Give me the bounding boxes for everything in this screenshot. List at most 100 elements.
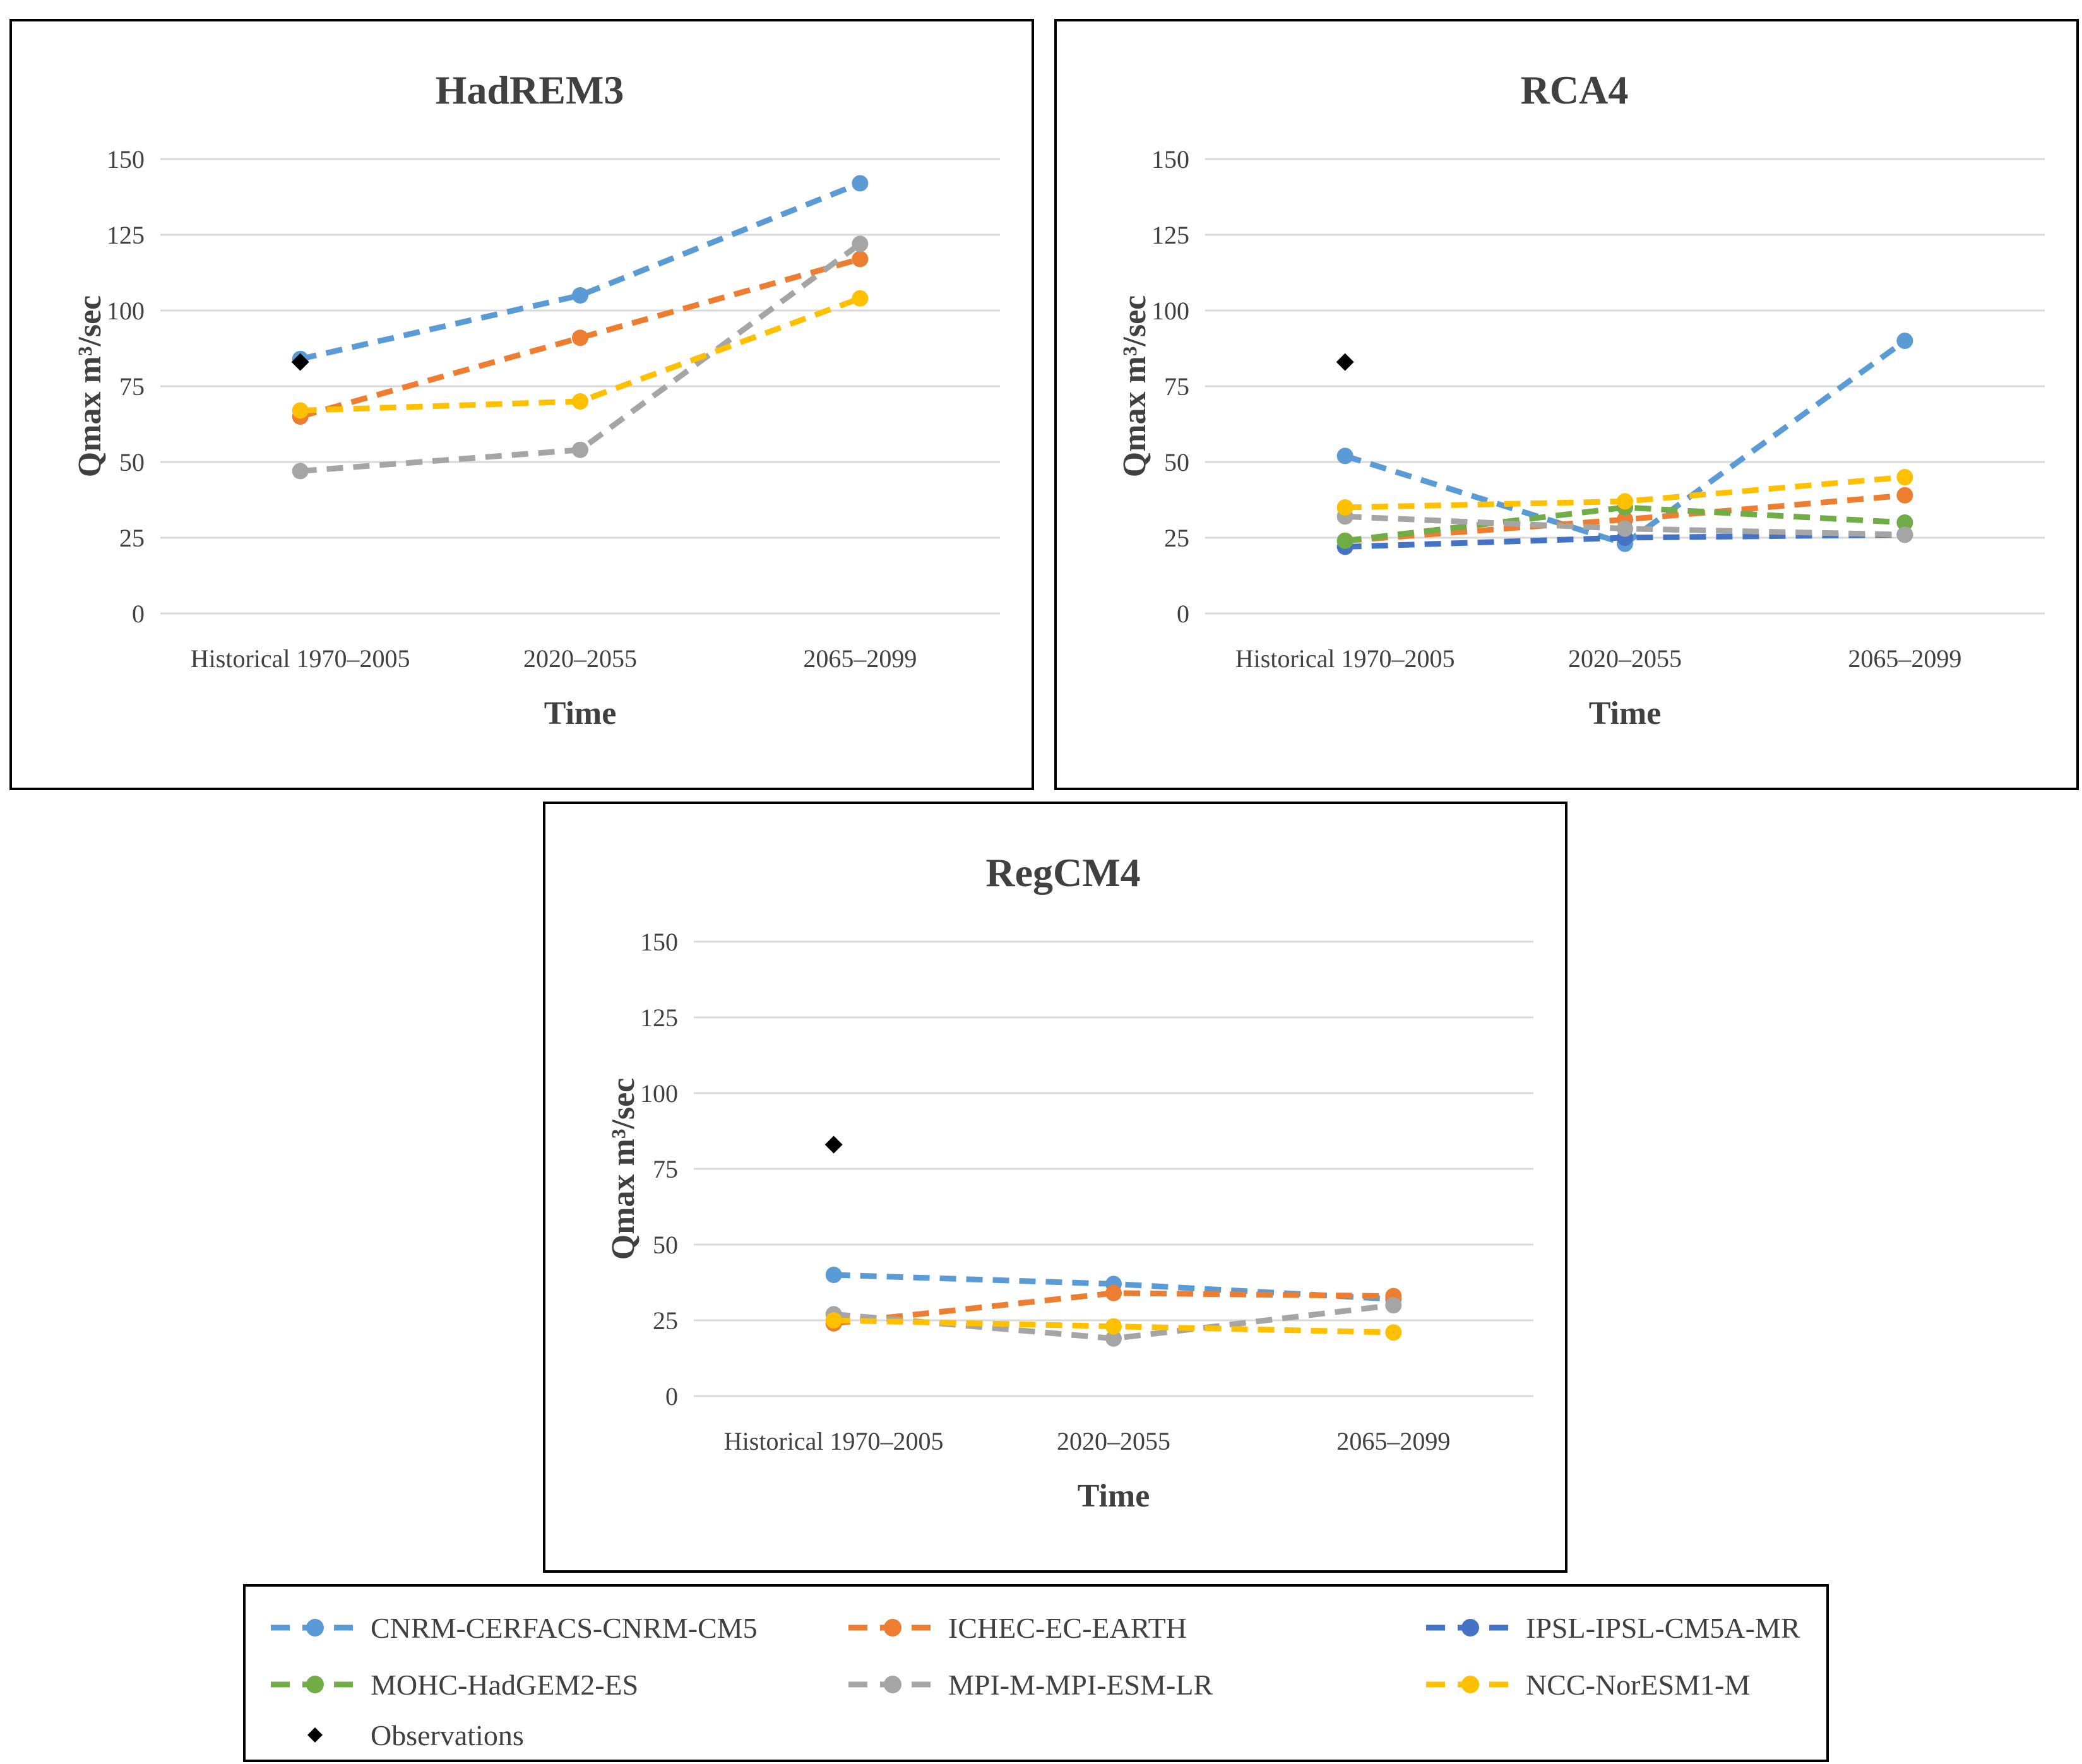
x-tick-label: 2020–2055 bbox=[523, 644, 637, 673]
y-axis-title: Qmax m³/sec bbox=[72, 295, 108, 478]
data-point-mohc-hadgem2-es bbox=[1336, 532, 1353, 549]
y-tick-label: 25 bbox=[1164, 524, 1189, 552]
legend-swatch-observations bbox=[307, 1727, 323, 1743]
data-point-ichec-ec-earth bbox=[1105, 1284, 1122, 1301]
chart-title: HadREM3 bbox=[436, 68, 624, 112]
data-point-ncc-noresm1-m bbox=[1896, 469, 1913, 485]
data-point-ncc-noresm1-m bbox=[1617, 493, 1633, 510]
y-axis-title: Qmax m³/sec bbox=[605, 1078, 641, 1260]
x-tick-label: 2065–2099 bbox=[803, 644, 917, 673]
chart-panel-regcm4: RegCM4 0 25 50 75 100 125 150 Historical 1970–20… bbox=[543, 802, 1567, 1573]
data-point-ncc-noresm1-m bbox=[1105, 1318, 1122, 1335]
y-tick-label: 125 bbox=[640, 1003, 678, 1032]
data-point-mpi-m-mpi-esm-lr bbox=[292, 463, 309, 480]
chart-title: RegCM4 bbox=[985, 850, 1140, 895]
data-point-ichec-ec-earth bbox=[1896, 487, 1913, 504]
legend-label-cnrm: CNRM-CERFACS-CNRM-CM5 bbox=[371, 1611, 758, 1644]
data-point-ichec-ec-earth bbox=[852, 251, 869, 268]
legend-marker-diamond bbox=[307, 1727, 323, 1743]
y-tick-label: 75 bbox=[653, 1155, 678, 1183]
x-tick-label: 2065–2099 bbox=[1336, 1427, 1450, 1455]
data-point-cnrm-cerfacs-cnrm-cm5 bbox=[572, 287, 588, 304]
series-line-ichec-ec-earth bbox=[299, 256, 861, 420]
y-tick-label: 0 bbox=[132, 600, 145, 628]
chart-title: RCA4 bbox=[1521, 68, 1629, 112]
legend-swatch-mohc bbox=[271, 1676, 359, 1693]
legend-item-mpi: MPI-M-MPI-ESM-LR bbox=[842, 1656, 1213, 1713]
x-tick-label: Historical 1970–2005 bbox=[724, 1427, 944, 1455]
data-point-mpi-m-mpi-esm-lr bbox=[1617, 520, 1633, 537]
legend-item-ichec: ICHEC-EC-EARTH bbox=[842, 1599, 1187, 1656]
y-tick-label: 25 bbox=[119, 524, 145, 552]
chart-panel-rca4: RCA4 0 25 50 75 100 125 150 Historical 1970–2005… bbox=[1054, 19, 2079, 790]
data-point-mpi-m-mpi-esm-lr bbox=[572, 441, 588, 458]
x-tick-label: 2020–2055 bbox=[1057, 1427, 1170, 1455]
y-tick-label: 125 bbox=[1151, 221, 1189, 249]
legend-item-mohc: MOHC-HadGEM2-ES bbox=[265, 1656, 638, 1713]
data-point-cnrm-cerfacs-cnrm-cm5 bbox=[825, 1267, 842, 1283]
y-tick-label: 75 bbox=[1164, 372, 1189, 401]
legend-marker-circle bbox=[1461, 1676, 1479, 1693]
legend-label-ichec: ICHEC-EC-EARTH bbox=[948, 1611, 1187, 1644]
legend: CNRM-CERFACS-CNRM-CM5 ICHEC-EC-EARTH IPS… bbox=[243, 1584, 1829, 1762]
chart-svg-hadrem3: HadREM3 0 25 50 75 100 125 150 Historical 1970–2… bbox=[72, 68, 1000, 731]
y-tick-label: 0 bbox=[665, 1382, 678, 1411]
y-tick-label: 125 bbox=[107, 221, 145, 249]
data-point-mpi-m-mpi-esm-lr bbox=[1385, 1297, 1402, 1313]
x-tick-label: Historical 1970–2005 bbox=[191, 644, 410, 673]
data-point-cnrm-cerfacs-cnrm-cm5 bbox=[1896, 333, 1913, 349]
y-tick-label: 150 bbox=[1151, 145, 1189, 174]
data-point-ncc-noresm1-m bbox=[572, 393, 588, 410]
legend-label-ncc: NCC-NorESM1-M bbox=[1526, 1668, 1751, 1701]
chart-svg-rca4: RCA4 0 25 50 75 100 125 150 Historical 1970–2005… bbox=[1117, 68, 2045, 731]
chart-svg-regcm4: RegCM4 0 25 50 75 100 125 150 Historical 1970–20… bbox=[605, 850, 1533, 1514]
data-point-ncc-noresm1-m bbox=[825, 1312, 842, 1329]
legend-swatch-cnrm bbox=[271, 1619, 359, 1637]
data-point-mpi-m-mpi-esm-lr bbox=[1896, 526, 1913, 543]
data-point-ichec-ec-earth bbox=[572, 329, 588, 346]
data-point-ncc-noresm1-m bbox=[292, 402, 309, 419]
observation-point bbox=[824, 1135, 843, 1154]
y-tick-label: 100 bbox=[107, 297, 145, 325]
x-tick-label: 2020–2055 bbox=[1568, 644, 1682, 673]
legend-item-ncc: NCC-NorESM1-M bbox=[1420, 1656, 1750, 1713]
y-tick-label: 75 bbox=[119, 372, 145, 401]
legend-swatch-ncc bbox=[1426, 1676, 1514, 1693]
x-axis-title: Time bbox=[1078, 1478, 1150, 1514]
legend-swatch-mpi bbox=[848, 1676, 937, 1693]
legend-label-ipsl: IPSL-IPSL-CM5A-MR bbox=[1526, 1611, 1800, 1644]
legend-swatch-ipsl bbox=[1426, 1619, 1514, 1637]
data-point-ncc-noresm1-m bbox=[1336, 499, 1353, 516]
legend-marker-circle bbox=[884, 1619, 901, 1637]
data-point-mohc-hadgem2-es bbox=[1896, 514, 1913, 531]
y-tick-label: 150 bbox=[107, 145, 145, 174]
y-axis-title: Qmax m³/sec bbox=[1117, 295, 1153, 478]
data-point-mpi-m-mpi-esm-lr bbox=[1105, 1330, 1122, 1347]
y-tick-label: 50 bbox=[119, 448, 145, 477]
legend-marker-circle bbox=[306, 1619, 324, 1637]
x-axis-title: Time bbox=[544, 696, 617, 731]
legend-swatch-ichec bbox=[848, 1619, 937, 1637]
data-point-mpi-m-mpi-esm-lr bbox=[852, 235, 869, 252]
legend-label-mpi: MPI-M-MPI-ESM-LR bbox=[948, 1668, 1213, 1701]
data-point-ncc-noresm1-m bbox=[1385, 1324, 1402, 1341]
x-tick-label: 2065–2099 bbox=[1848, 644, 1961, 673]
data-point-cnrm-cerfacs-cnrm-cm5 bbox=[852, 175, 869, 192]
data-point-ncc-noresm1-m bbox=[852, 290, 869, 307]
y-tick-label: 25 bbox=[653, 1306, 678, 1335]
legend-marker-circle bbox=[884, 1676, 901, 1693]
series-line-mohc-hadgem2-es bbox=[1345, 504, 1905, 544]
y-tick-label: 50 bbox=[1164, 448, 1189, 477]
y-tick-label: 50 bbox=[653, 1231, 678, 1259]
legend-marker-circle bbox=[306, 1676, 324, 1693]
series-line-cnrm-cerfacs-cnrm-cm5 bbox=[299, 181, 862, 362]
legend-label-observations: Observations bbox=[371, 1719, 524, 1751]
y-tick-label: 100 bbox=[1151, 297, 1189, 325]
observation-point bbox=[1336, 353, 1354, 371]
legend-item-ipsl: IPSL-IPSL-CM5A-MR bbox=[1420, 1599, 1800, 1656]
legend-item-cnrm: CNRM-CERFACS-CNRM-CM5 bbox=[265, 1599, 758, 1656]
x-axis-title: Time bbox=[1589, 696, 1662, 731]
series-line-mpi-m-mpi-esm-lr bbox=[300, 241, 862, 474]
chart-panel-hadrem3: HadREM3 0 25 50 75 100 125 150 Historical 1970–2… bbox=[9, 19, 1034, 790]
y-tick-label: 100 bbox=[640, 1079, 678, 1108]
